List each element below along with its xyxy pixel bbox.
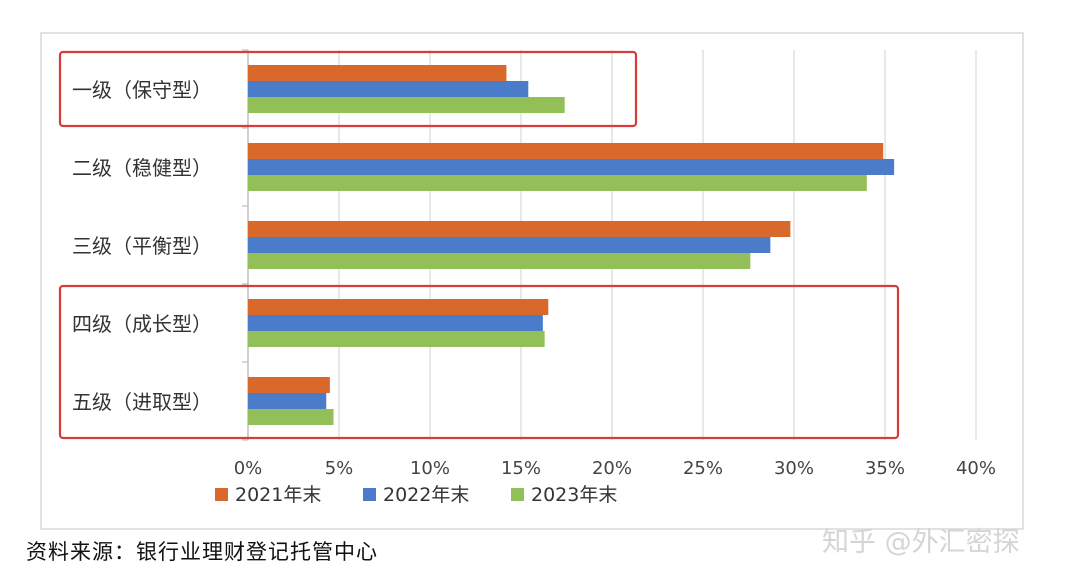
legend: 2021年末 2022年末 2023年末 [215,484,617,506]
bar [248,315,543,331]
chart-frame [40,32,1024,530]
legend-label: 2023年末 [531,484,617,506]
category-label: 三级（平衡型） [72,234,212,258]
legend-label: 2022年末 [383,484,469,506]
x-tick-label: 10% [410,458,450,479]
highlight-boxes [58,50,900,440]
highlight-box [58,284,900,440]
bar [248,221,791,237]
x-tick-label: 15% [501,458,541,479]
x-tick-label: 0% [234,458,263,479]
bar [248,81,529,97]
bar [248,65,507,81]
bar [248,409,334,425]
highlight-box [58,50,638,128]
x-tick-label: 20% [592,458,632,479]
bar [248,393,327,409]
legend-label: 2021年末 [235,484,321,506]
x-tick-label: 35% [865,458,905,479]
x-tick-labels: 0% 5% 10% 15% 20% 25% 30% 35% 40% [234,458,996,479]
bar [248,299,549,315]
watermark: 知乎 @外汇密探 [822,527,1020,558]
x-tick-label: 25% [683,458,723,479]
category-label: 一级（保守型） [72,78,212,102]
x-tick-label: 30% [774,458,814,479]
bar [248,175,867,191]
bar [248,143,884,159]
bar [248,331,545,347]
category-label: 五级（进取型） [72,390,212,414]
legend-swatch [511,488,524,501]
bar [248,159,895,175]
x-tick-label: 40% [956,458,996,479]
bar [248,253,751,269]
bar [248,237,771,253]
legend-swatch [363,488,376,501]
bars [248,65,895,425]
category-label: 二级（稳健型） [72,156,212,180]
category-labels: 一级（保守型） 二级（稳健型） 三级（平衡型） 四级（成长型） 五级（进取型） [72,78,212,414]
legend-swatch [215,488,228,501]
source-note: 资料来源：银行业理财登记托管中心 [26,540,378,564]
bar [248,377,330,393]
category-label: 四级（成长型） [72,312,212,336]
bar [248,97,565,113]
x-tick-label: 5% [325,458,354,479]
